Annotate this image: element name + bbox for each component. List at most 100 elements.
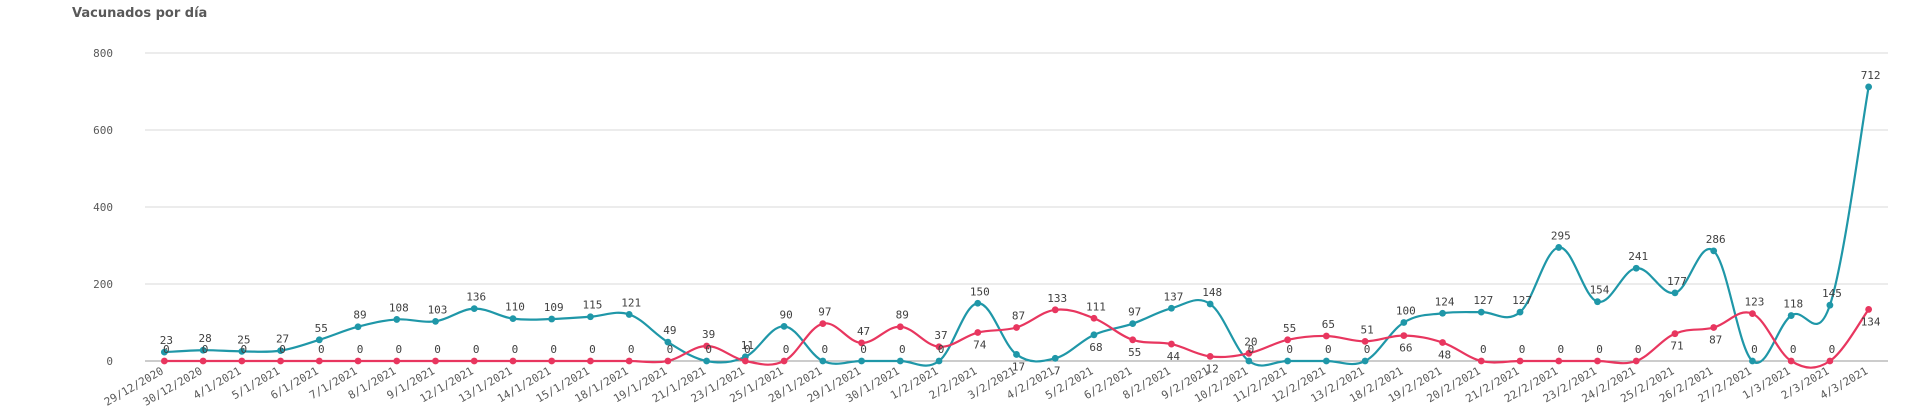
data-label: 136 xyxy=(466,291,486,304)
data-label: 11 xyxy=(741,339,754,352)
data-point xyxy=(1477,357,1485,365)
data-label: 97 xyxy=(818,306,831,319)
data-point xyxy=(1594,357,1601,365)
data-point xyxy=(664,357,672,365)
data-label: 97 xyxy=(1128,306,1141,319)
data-point xyxy=(393,316,401,323)
data-label: 154 xyxy=(1590,284,1610,297)
y-tick-label: 600 xyxy=(93,124,113,137)
data-point xyxy=(1865,306,1873,313)
data-label: 74 xyxy=(973,339,987,352)
data-label: 55 xyxy=(1128,346,1141,359)
data-label: 0 xyxy=(1829,343,1836,356)
data-label: 148 xyxy=(1202,286,1222,299)
data-point xyxy=(1168,340,1175,348)
data-point xyxy=(1632,357,1640,365)
data-label: 0 xyxy=(744,343,751,356)
data-label: 0 xyxy=(1596,343,1603,356)
data-point xyxy=(1361,357,1369,365)
data-point xyxy=(354,357,362,365)
data-point xyxy=(354,323,362,331)
data-point xyxy=(1632,264,1640,272)
data-point xyxy=(238,357,246,365)
data-point xyxy=(858,339,865,347)
data-point xyxy=(1710,247,1718,255)
data-point xyxy=(199,346,207,354)
data-point xyxy=(625,311,633,318)
data-point xyxy=(432,317,439,325)
data-point xyxy=(509,357,517,365)
data-label: 0 xyxy=(1790,343,1797,356)
data-label: 0 xyxy=(783,343,790,356)
y-tick-label: 400 xyxy=(93,201,113,214)
data-label: 65 xyxy=(1322,318,1335,331)
data-point xyxy=(1400,319,1408,326)
data-label: 66 xyxy=(1399,342,1412,355)
data-label: 7 xyxy=(1054,364,1061,377)
data-point xyxy=(587,313,594,321)
data-point xyxy=(277,357,284,365)
data-label: 100 xyxy=(1396,305,1416,318)
data-point xyxy=(1129,320,1137,328)
data-point xyxy=(1826,357,1834,365)
data-point xyxy=(1787,357,1795,365)
data-point xyxy=(741,357,749,365)
data-label: 0 xyxy=(1635,343,1642,356)
y-tick-label: 800 xyxy=(93,47,113,60)
data-point xyxy=(974,329,982,336)
data-label: 87 xyxy=(1012,310,1025,323)
data-point xyxy=(625,357,633,365)
data-point xyxy=(1439,339,1446,346)
data-point xyxy=(1594,298,1601,306)
series-points xyxy=(160,83,1873,365)
data-label: 0 xyxy=(938,343,945,356)
data-label: 0 xyxy=(1286,343,1293,356)
data-point xyxy=(1013,351,1020,358)
data-label: 0 xyxy=(822,343,829,356)
data-point xyxy=(703,357,711,365)
data-label: 0 xyxy=(1751,343,1758,356)
data-label: 71 xyxy=(1670,340,1683,353)
data-point xyxy=(935,343,943,351)
data-label: 134 xyxy=(1861,315,1881,328)
data-point xyxy=(1245,349,1253,357)
data-label: 127 xyxy=(1473,294,1493,307)
data-label: 103 xyxy=(428,303,448,316)
data-point xyxy=(1477,308,1485,316)
data-point xyxy=(432,357,439,365)
data-point xyxy=(935,357,943,365)
data-point xyxy=(1206,300,1214,308)
data-label: 0 xyxy=(1364,343,1371,356)
data-point xyxy=(1168,304,1175,312)
data-label: 47 xyxy=(857,325,870,338)
data-label: 0 xyxy=(434,343,441,356)
series-line xyxy=(164,86,1870,367)
data-point xyxy=(1051,306,1059,314)
chart-title: Vacunados por día xyxy=(72,6,208,21)
data-label: 28 xyxy=(198,332,211,345)
data-label: 27 xyxy=(276,333,289,346)
data-label: 177 xyxy=(1667,275,1687,288)
data-label: 0 xyxy=(1248,343,1255,356)
data-point xyxy=(1245,357,1253,365)
data-label: 90 xyxy=(779,308,792,321)
data-label: 0 xyxy=(279,343,286,356)
data-label: 0 xyxy=(318,343,325,356)
data-point xyxy=(780,357,788,365)
data-point xyxy=(1710,324,1718,331)
data-label: 115 xyxy=(582,299,602,312)
data-label: 123 xyxy=(1744,296,1764,309)
y-tick-label: 0 xyxy=(106,355,113,368)
data-label: 124 xyxy=(1435,295,1455,308)
data-label: 133 xyxy=(1047,292,1067,305)
data-point xyxy=(780,322,788,330)
data-label: 0 xyxy=(163,343,170,356)
data-point xyxy=(1322,357,1330,365)
data-label: 44 xyxy=(1167,350,1181,363)
data-label: 55 xyxy=(315,322,328,335)
data-point xyxy=(160,357,168,365)
data-point xyxy=(896,323,904,331)
data-point xyxy=(1516,308,1524,316)
